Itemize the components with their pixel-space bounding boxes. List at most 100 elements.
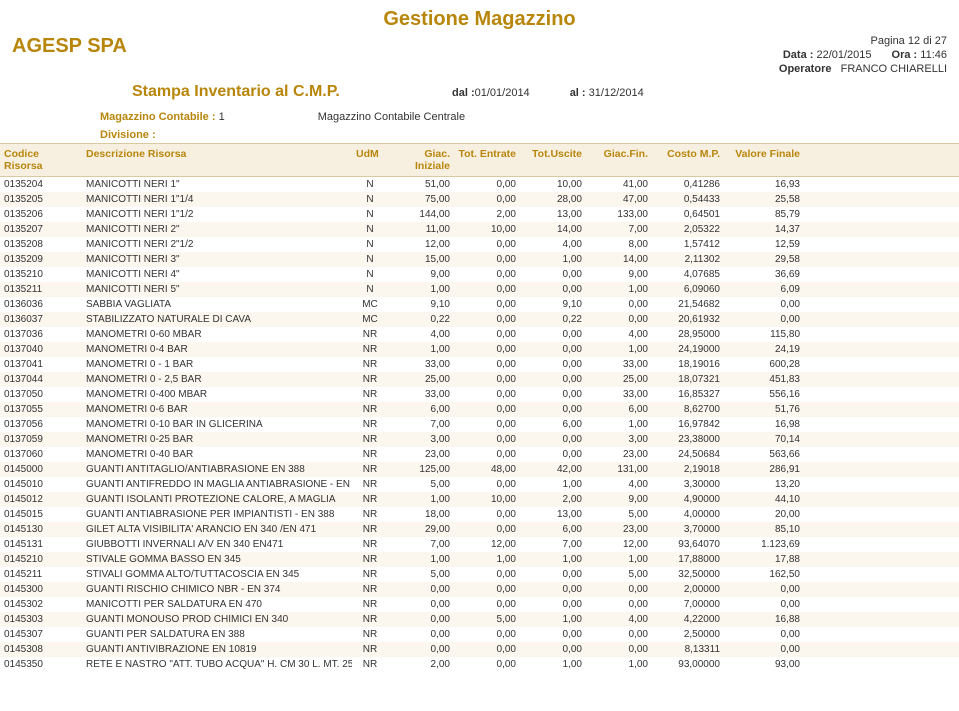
- cell-tot-entrate: 0,00: [454, 297, 520, 312]
- cell-udm: NR: [352, 537, 388, 552]
- cell-tot-uscite: 10,00: [520, 177, 586, 192]
- cell-giac-ini: 33,00: [388, 357, 454, 372]
- cell-valore-finale: 600,28: [724, 357, 804, 372]
- cell-valore-finale: 14,37: [724, 222, 804, 237]
- ora-label: Ora :: [892, 49, 918, 61]
- cell-tot-uscite: 1,00: [520, 657, 586, 672]
- cell-giac-ini: 3,00: [388, 432, 454, 447]
- cell-tot-entrate: 0,00: [454, 432, 520, 447]
- table-row: 0137044MANOMETRI 0 - 2,5 BARNR25,000,000…: [0, 372, 959, 387]
- cell-tot-uscite: 0,00: [520, 327, 586, 342]
- cell-tot-uscite: 1,00: [520, 612, 586, 627]
- report-subtitle: Stampa Inventario al C.M.P.: [132, 83, 452, 101]
- cell-udm: MC: [352, 297, 388, 312]
- th-descr: Descrizione Risorsa: [82, 147, 352, 173]
- cell-valore-finale: 85,10: [724, 522, 804, 537]
- cell-giac-ini: 2,00: [388, 657, 454, 672]
- cell-descr: MANICOTTI NERI 1"1/4: [82, 192, 352, 207]
- al-value: 31/12/2014: [589, 87, 644, 99]
- cell-giac-fin: 131,00: [586, 462, 652, 477]
- cell-descr: GUANTI ANTITAGLIO/ANTIABRASIONE EN 388: [82, 462, 352, 477]
- cell-udm: NR: [352, 552, 388, 567]
- cell-tot-uscite: 1,00: [520, 552, 586, 567]
- cell-giac-ini: 29,00: [388, 522, 454, 537]
- cell-costo-mp: 3,70000: [652, 522, 724, 537]
- magazzino-desc: Magazzino Contabile Centrale: [318, 111, 465, 123]
- cell-giac-ini: 33,00: [388, 387, 454, 402]
- cell-costo-mp: 7,00000: [652, 597, 724, 612]
- cell-codice: 0137036: [0, 327, 82, 342]
- cell-udm: NR: [352, 582, 388, 597]
- al-label: al :: [570, 87, 586, 99]
- table-row: 0137040MANOMETRI 0-4 BARNR1,000,000,001,…: [0, 342, 959, 357]
- cell-codice: 0137041: [0, 357, 82, 372]
- cell-giac-fin: 0,00: [586, 312, 652, 327]
- cell-valore-finale: 25,58: [724, 192, 804, 207]
- date-range: dal :01/01/2014 al : 31/12/2014: [452, 87, 644, 99]
- cell-tot-entrate: 0,00: [454, 567, 520, 582]
- cell-codice: 0137059: [0, 432, 82, 447]
- cell-codice: 0145210: [0, 552, 82, 567]
- cell-giac-ini: 5,00: [388, 567, 454, 582]
- cell-descr: MANICOTTI NERI 2": [82, 222, 352, 237]
- cell-tot-entrate: 12,00: [454, 537, 520, 552]
- cell-giac-fin: 3,00: [586, 432, 652, 447]
- ora-value: 11:46: [920, 49, 947, 61]
- table-row: 0145307GUANTI PER SALDATURA EN 388NR0,00…: [0, 627, 959, 642]
- table-row: 0145302MANICOTTI PER SALDATURA EN 470NR0…: [0, 597, 959, 612]
- cell-udm: NR: [352, 447, 388, 462]
- cell-tot-uscite: 0,00: [520, 387, 586, 402]
- cell-tot-entrate: 0,00: [454, 507, 520, 522]
- cell-tot-entrate: 0,00: [454, 372, 520, 387]
- table-body: 0135204MANICOTTI NERI 1"N51,000,0010,004…: [0, 177, 959, 672]
- cell-tot-entrate: 0,00: [454, 387, 520, 402]
- cell-descr: STABILIZZATO NATURALE DI CAVA: [82, 312, 352, 327]
- table-row: 0145012GUANTI ISOLANTI PROTEZIONE CALORE…: [0, 492, 959, 507]
- cell-udm: NR: [352, 432, 388, 447]
- table-row: 0135209MANICOTTI NERI 3"N15,000,001,0014…: [0, 252, 959, 267]
- cell-codice: 0135211: [0, 282, 82, 297]
- cell-descr: GUANTI PER SALDATURA EN 388: [82, 627, 352, 642]
- cell-valore-finale: 556,16: [724, 387, 804, 402]
- cell-giac-ini: 75,00: [388, 192, 454, 207]
- operatore-label: Operatore: [779, 63, 832, 75]
- table-row: 0145211STIVALI GOMMA ALTO/TUTTACOSCIA EN…: [0, 567, 959, 582]
- cell-valore-finale: 93,00: [724, 657, 804, 672]
- table-row: 0145308GUANTI ANTIVIBRAZIONE EN 10819NR0…: [0, 642, 959, 657]
- cell-codice: 0145130: [0, 522, 82, 537]
- cell-giac-fin: 9,00: [586, 267, 652, 282]
- cell-costo-mp: 1,57412: [652, 237, 724, 252]
- table-row: 0145131GIUBBOTTI INVERNALI A/V EN 340 EN…: [0, 537, 959, 552]
- cell-costo-mp: 16,85327: [652, 387, 724, 402]
- cell-udm: NR: [352, 492, 388, 507]
- th-codice: Codice Risorsa: [0, 147, 82, 173]
- cell-giac-ini: 4,00: [388, 327, 454, 342]
- cell-giac-fin: 5,00: [586, 567, 652, 582]
- cell-codice: 0145000: [0, 462, 82, 477]
- cell-codice: 0145302: [0, 597, 82, 612]
- cell-codice: 0137056: [0, 417, 82, 432]
- cell-costo-mp: 0,54433: [652, 192, 724, 207]
- cell-costo-mp: 2,50000: [652, 627, 724, 642]
- cell-tot-uscite: 0,00: [520, 447, 586, 462]
- table-row: 0145350RETE E NASTRO "ATT. TUBO ACQUA" H…: [0, 657, 959, 672]
- cell-descr: MANICOTTI NERI 3": [82, 252, 352, 267]
- table-row: 0145303GUANTI MONOUSO PROD CHIMICI EN 34…: [0, 612, 959, 627]
- magazzino-label: Magazzino Contabile :: [100, 111, 216, 123]
- cell-udm: NR: [352, 507, 388, 522]
- cell-codice: 0137060: [0, 447, 82, 462]
- page-title: Gestione Magazzino: [0, 0, 959, 35]
- cell-valore-finale: 85,79: [724, 207, 804, 222]
- cell-udm: N: [352, 177, 388, 192]
- cell-giac-fin: 0,00: [586, 597, 652, 612]
- subtitle-row: Stampa Inventario al C.M.P. dal :01/01/2…: [0, 81, 959, 107]
- cell-descr: MANICOTTI NERI 2"1/2: [82, 237, 352, 252]
- cell-tot-entrate: 0,00: [454, 267, 520, 282]
- cell-giac-ini: 0,22: [388, 312, 454, 327]
- cell-valore-finale: 13,20: [724, 477, 804, 492]
- cell-valore-finale: 16,98: [724, 417, 804, 432]
- cell-tot-uscite: 0,00: [520, 582, 586, 597]
- cell-codice: 0135208: [0, 237, 82, 252]
- cell-codice: 0145015: [0, 507, 82, 522]
- cell-giac-ini: 18,00: [388, 507, 454, 522]
